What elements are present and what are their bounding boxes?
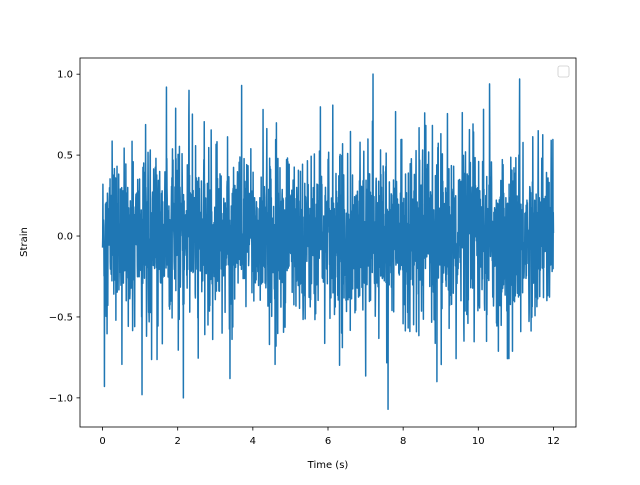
y-axis: −1.0 −0.5 0.0 0.5 1.0	[49, 70, 80, 404]
x-tick-label: 2	[175, 436, 181, 447]
x-tick-label: 6	[325, 436, 331, 447]
y-tick-label: −1.0	[49, 393, 73, 404]
legend-box	[557, 65, 570, 78]
y-tick-label: 1.0	[57, 70, 73, 81]
x-axis-label: Time (s)	[307, 460, 349, 471]
y-axis-label: Strain	[19, 227, 30, 257]
plot-area	[79, 57, 577, 428]
x-tick-label: 0	[99, 436, 105, 447]
x-tick-label: 12	[547, 436, 560, 447]
x-tick-label: 4	[250, 436, 256, 447]
y-tick-label: −0.5	[49, 312, 73, 323]
y-tick-label: 0.0	[57, 232, 73, 243]
x-tick-label: 8	[400, 436, 406, 447]
strain-series-line	[101, 73, 555, 410]
x-tick-label: 10	[472, 436, 485, 447]
y-tick-label: 0.5	[57, 151, 73, 162]
x-axis: 0 2 4 6 8 10 12	[99, 427, 560, 447]
series-layer	[101, 73, 555, 410]
